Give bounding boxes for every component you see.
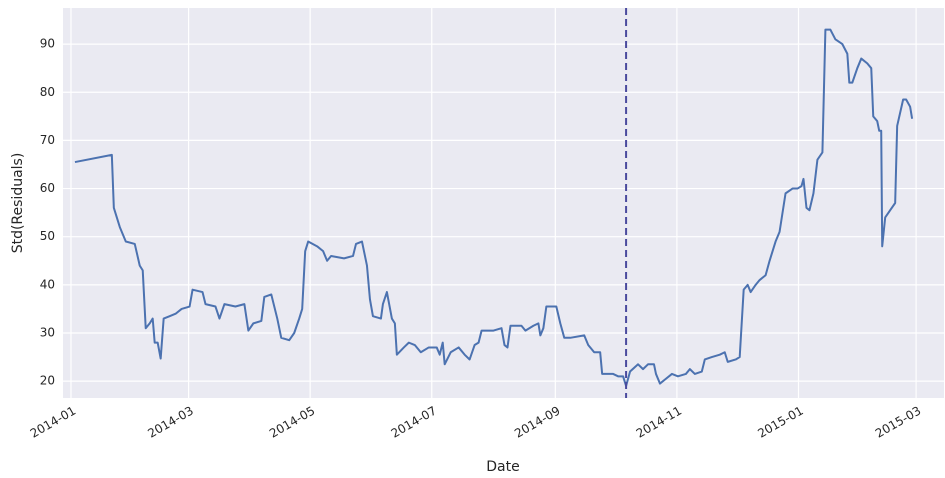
y-tick-label: 20 bbox=[40, 374, 55, 388]
x-tick-label: 2014-09 bbox=[512, 404, 562, 441]
y-tick-label: 90 bbox=[40, 37, 55, 51]
data-line bbox=[74, 28, 914, 387]
x-axis-label: Date bbox=[486, 459, 519, 475]
x-tick-label: 2014-03 bbox=[145, 404, 195, 441]
y-tick-label: 50 bbox=[40, 229, 55, 243]
x-tick-label: 2014-01 bbox=[28, 404, 78, 441]
y-tick-label: 40 bbox=[40, 277, 55, 291]
x-tick-label: 2015-01 bbox=[755, 404, 805, 441]
x-tick-label: 2014-07 bbox=[389, 404, 439, 441]
y-tick-label: 30 bbox=[40, 326, 55, 340]
y-tick-label: 70 bbox=[40, 133, 55, 147]
x-tick-label: 2014-11 bbox=[634, 404, 684, 441]
y-tick-label: 80 bbox=[40, 85, 55, 99]
y-tick-label: 60 bbox=[40, 181, 55, 195]
x-tick-label: 2014-05 bbox=[267, 404, 317, 441]
y-axis-label: Std(Residuals) bbox=[10, 153, 26, 254]
x-tick-label: 2015-03 bbox=[873, 404, 923, 441]
